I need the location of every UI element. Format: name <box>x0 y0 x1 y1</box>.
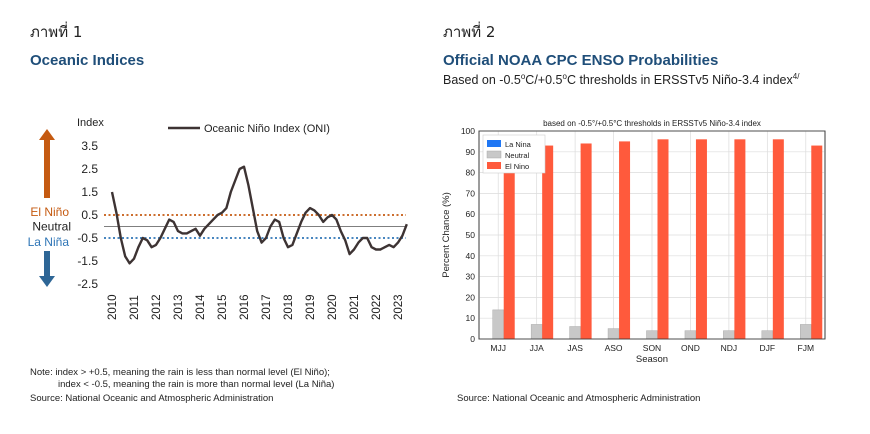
enso-legend-swatch <box>487 162 501 169</box>
enso-xtick-label: DJF <box>760 343 776 353</box>
enso-xtick-label: JAS <box>567 343 583 353</box>
neutral-bar <box>646 330 658 340</box>
el-nino-bar <box>695 139 707 339</box>
oni-xtick-label: 2021 <box>349 294 361 320</box>
enso-xtick-label: MJJ <box>490 343 506 353</box>
enso-ytick-label: 100 <box>461 126 475 136</box>
oni-xtick-label: 2011 <box>129 295 141 320</box>
enso-plot-frame <box>478 130 826 340</box>
oni-ytick-label: 1.5 <box>81 185 98 199</box>
enso-ytick-label: 90 <box>466 147 476 157</box>
right-source: Source: National Oceanic and Atmospheric… <box>457 393 701 404</box>
enso-xtick-label: FJM <box>798 343 815 353</box>
enso-legend-label: Neutral <box>505 151 530 160</box>
el-nino-bar <box>503 160 515 339</box>
enso-xtick-label: SON <box>643 343 661 353</box>
enso-legend-label: La Nina <box>505 140 532 149</box>
neutral-bar <box>723 330 735 340</box>
neutral-bar <box>761 330 774 340</box>
el-nino-bar <box>657 139 669 339</box>
left-note-line2: index < -0.5, meaning the rain is more t… <box>58 379 335 390</box>
neutral-bar <box>530 324 543 340</box>
el-nino-bar <box>580 143 592 339</box>
enso-legend-swatch <box>486 150 502 159</box>
oni-ytick-label: -1.5 <box>77 254 98 268</box>
subtitle-part-b: C/+0.5 <box>525 73 563 88</box>
oni-xtick-label: 2022 <box>371 294 383 320</box>
enso-legend-label: El Nino <box>505 162 529 171</box>
right-panel-title: Official NOAA CPC ENSO Probabilities <box>443 52 719 69</box>
enso-ytick-label: 40 <box>466 251 476 261</box>
enso-ytick-label: 80 <box>466 168 476 178</box>
enso-xtick-label: ASO <box>605 343 623 353</box>
enso-chart-title: based on -0.5°/+0.5°C thresholds in ERSS… <box>543 119 761 128</box>
el-nino-bar <box>734 139 746 339</box>
la-nina-label: La Niña <box>28 235 70 249</box>
subtitle-degree-2: o <box>562 72 567 81</box>
oni-legend-label: Oceanic Niño Index (ONI) <box>204 123 330 135</box>
el-nino-arrow-head <box>39 129 55 140</box>
oni-xtick-label: 2016 <box>239 294 251 320</box>
oni-xtick-label: 2014 <box>195 294 207 320</box>
el-nino-bar <box>542 145 554 339</box>
la-nina-arrow-shaft <box>44 251 50 277</box>
el-nino-label: El Niño <box>30 205 69 219</box>
oni-xtick-label: 2017 <box>261 294 273 320</box>
neutral-label: Neutral <box>32 220 71 234</box>
oni-chart: Index 3.5 2.5 1.5 0.5 -0.5 -1.5 -2.5 El NiñoNeut… <box>28 117 408 320</box>
oni-xtick-label: 2019 <box>305 294 317 320</box>
enso-ylabel: Percent Chance (%) <box>441 192 452 278</box>
subtitle-part-a: Based on -0.5 <box>443 73 521 88</box>
enso-xtick-label: OND <box>681 343 700 353</box>
oni-xtick-label: 2023 <box>393 294 405 320</box>
enso-ytick-label: 10 <box>466 313 476 323</box>
oni-xtick-label: 2018 <box>283 294 295 320</box>
enso-ytick-label: 50 <box>466 230 476 240</box>
left-source: Source: National Oceanic and Atmospheric… <box>30 393 274 404</box>
figure-1-label: ภาพที่ 1 <box>30 23 83 41</box>
neutral-bar <box>569 326 581 340</box>
enso-legend-swatch <box>487 140 501 147</box>
oni-ylabel: Index <box>77 117 104 129</box>
subtitle-part-c: C thresholds in ERSSTv5 Niño-3.4 index <box>566 73 793 88</box>
subtitle-footnote-ref: 4/ <box>792 72 800 81</box>
el-nino-bar <box>811 145 823 339</box>
el-nino-bar <box>619 141 631 339</box>
oni-ytick-label: 2.5 <box>81 162 98 176</box>
left-note-line1: Note: index > +0.5, meaning the rain is … <box>30 367 330 378</box>
enso-ytick-label: 30 <box>466 272 476 282</box>
oni-xtick-label: 2010 <box>107 294 119 320</box>
oni-ytick-label: -0.5 <box>77 231 98 245</box>
oni-ytick-label: -2.5 <box>77 277 98 291</box>
oni-ytick-label: 0.5 <box>81 208 98 222</box>
oni-xtick-label: 2013 <box>173 294 185 320</box>
enso-xtick-label: JJA <box>530 343 545 353</box>
right-panel-subtitle: Based on -0.5oC/+0.5oC thresholds in ERS… <box>443 72 799 87</box>
oni-ytick-label: 3.5 <box>81 139 98 153</box>
oni-xtick-label: 2020 <box>327 294 339 320</box>
enso-xlabel: Season <box>636 354 668 365</box>
left-panel-title: Oceanic Indices <box>30 52 145 69</box>
enso-ytick-label: 70 <box>466 188 476 198</box>
neutral-bar <box>684 330 697 340</box>
enso-xtick-label: NDJ <box>721 343 738 353</box>
enso-probability-chart: based on -0.5°/+0.5°C thresholds in ERSS… <box>441 119 826 365</box>
el-nino-bar <box>772 139 784 339</box>
oni-series-line <box>110 165 408 265</box>
enso-ytick-label: 0 <box>470 334 475 344</box>
figure-2-label: ภาพที่ 2 <box>443 23 496 41</box>
enso-ytick-label: 20 <box>466 292 476 302</box>
neutral-bar <box>607 328 620 340</box>
neutral-bar <box>800 324 812 340</box>
neutral-bar <box>492 309 504 340</box>
el-nino-arrow-shaft <box>44 140 50 198</box>
oni-xtick-label: 2015 <box>217 294 229 320</box>
subtitle-degree-1: o <box>520 72 526 81</box>
oni-xtick-label: 2012 <box>151 294 163 320</box>
la-nina-arrow-head <box>39 276 55 287</box>
enso-ytick-label: 60 <box>466 209 476 219</box>
